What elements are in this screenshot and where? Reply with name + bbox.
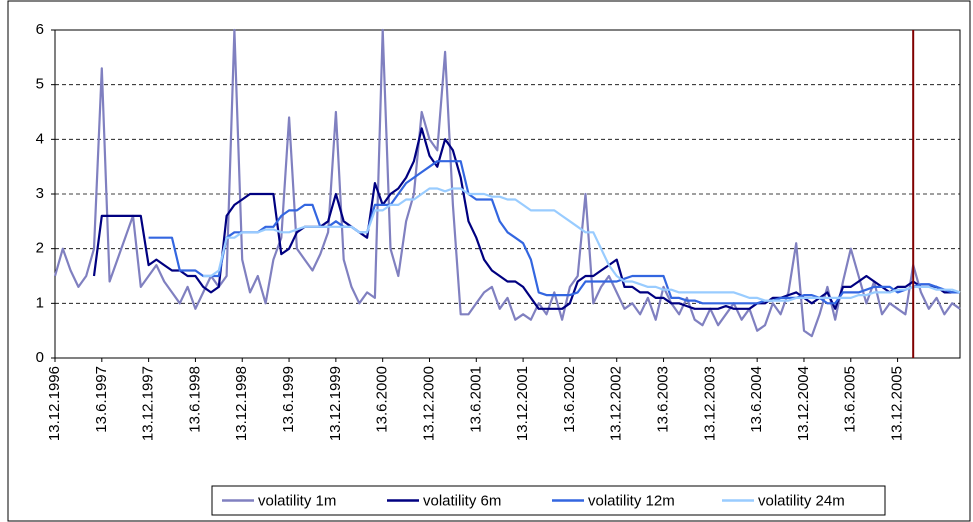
y-tick-label: 2 — [36, 240, 44, 257]
legend-label: volatility 24m — [758, 492, 845, 509]
x-tick-label: 13.6.2005 — [842, 366, 859, 433]
series-line — [53, 28, 961, 338]
x-tick-label: 13.12.1998 — [233, 366, 250, 441]
legend-label: volatility 1m — [258, 492, 336, 509]
x-tick-label: 13.12.2001 — [514, 366, 531, 441]
series-line — [203, 187, 961, 302]
x-tick-label: 13.12.1996 — [46, 366, 63, 441]
series-line — [92, 127, 960, 310]
x-tick-label: 13.12.2004 — [795, 366, 812, 441]
y-tick-label: 5 — [36, 76, 44, 93]
x-tick-label: 13.6.1999 — [280, 366, 297, 433]
y-tick-label: 1 — [36, 294, 44, 311]
x-tick-label: 13.6.2000 — [374, 366, 391, 433]
y-tick-label: 3 — [36, 185, 44, 202]
y-tick-label: 4 — [36, 130, 44, 147]
x-tick-label: 13.6.2004 — [748, 366, 765, 433]
x-tick-label: 13.12.2002 — [608, 366, 625, 441]
x-tick-label: 13.6.2002 — [561, 366, 578, 433]
x-tick-label: 13.12.2003 — [701, 366, 718, 441]
x-tick-label: 13.12.1999 — [327, 366, 344, 441]
y-tick-label: 6 — [36, 21, 44, 38]
legend-label: volatility 6m — [423, 492, 501, 509]
x-tick-label: 13.6.2003 — [655, 366, 672, 433]
x-tick-label: 13.12.1997 — [140, 366, 157, 441]
chart-frame — [7, 0, 971, 522]
legend: volatility 1m volatility 6m volatility 12m… — [211, 485, 886, 516]
legend-label: volatility 12m — [588, 492, 675, 509]
legend-box — [211, 485, 886, 516]
x-tick-label: 13.6.2001 — [467, 366, 484, 433]
y-tick-label: 0 — [36, 349, 44, 366]
x-tick-label: 13.12.2000 — [420, 366, 437, 441]
x-tick-label: 13.12.2005 — [889, 366, 906, 441]
x-tick-label: 13.6.1997 — [93, 366, 110, 433]
x-tick-label: 13.6.1998 — [186, 366, 203, 433]
series-line — [148, 160, 960, 305]
